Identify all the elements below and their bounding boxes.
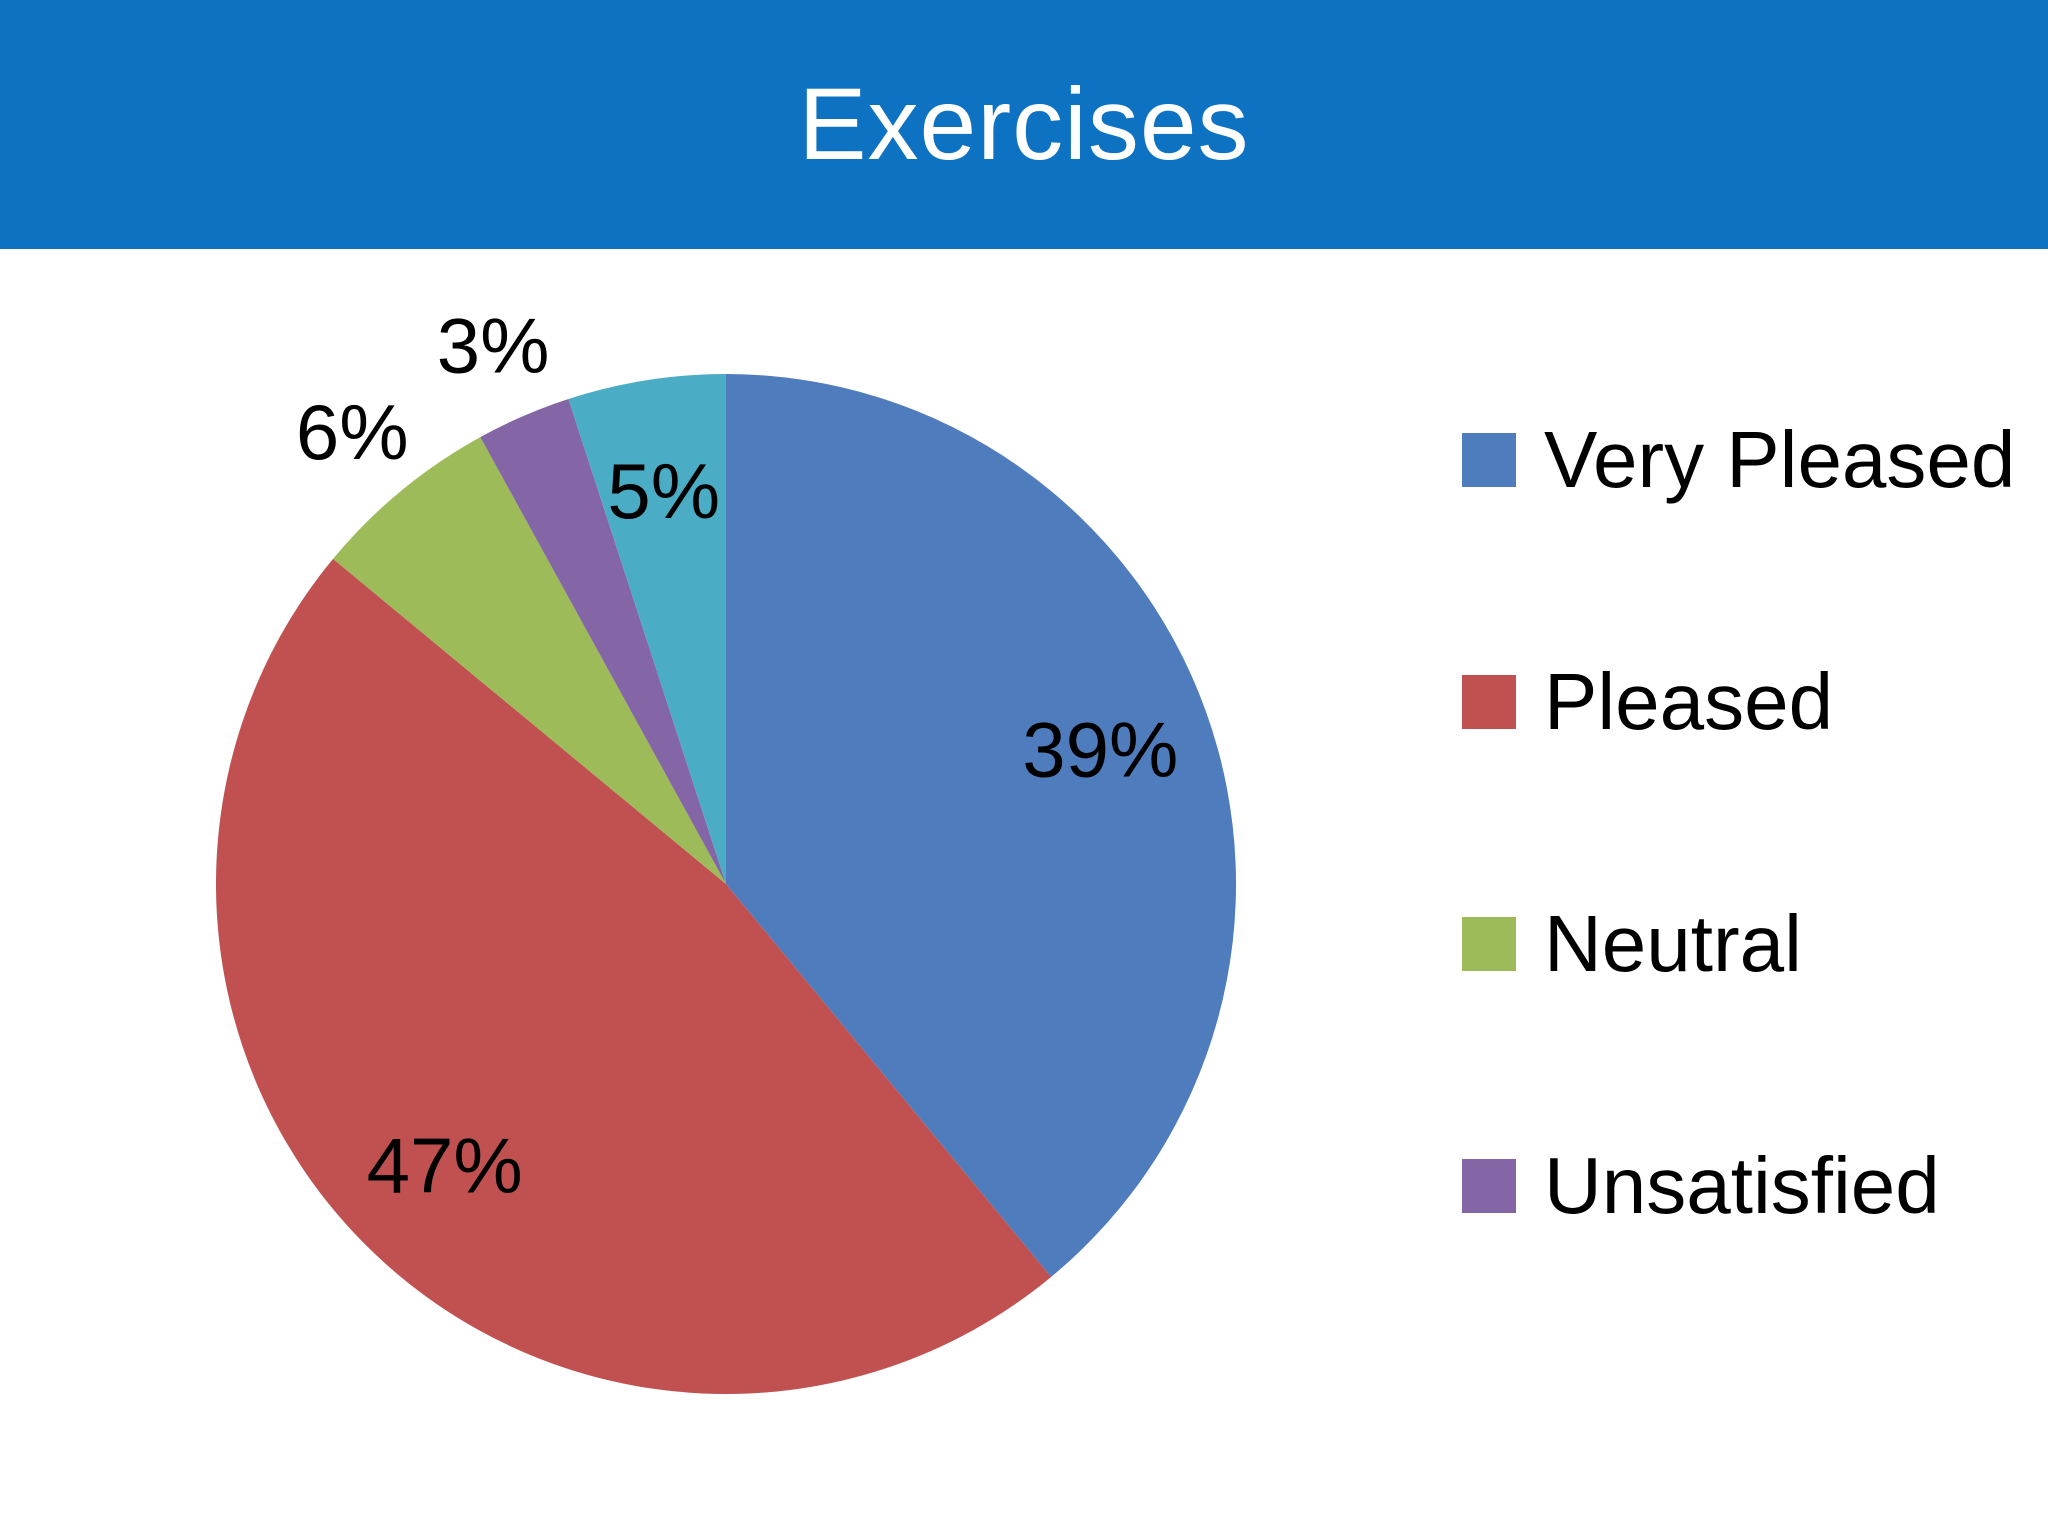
legend-label: Unsatisfied	[1544, 1141, 1940, 1230]
title-bar: Exercises	[0, 0, 2048, 249]
legend-swatch	[1462, 917, 1516, 971]
pie-data-label: 6%	[296, 388, 409, 476]
pie-slice-neutral	[333, 437, 726, 884]
pie-chart-svg: 39% 47% 6% 3% 5%	[215, 302, 1237, 1395]
legend-item-neutral: Neutral	[1462, 898, 2015, 990]
legend-label: Very Pleased	[1544, 415, 2016, 504]
legend-swatch	[1462, 433, 1516, 487]
page-title: Exercises	[798, 67, 1250, 181]
pie-slice-unlabeled-4	[568, 374, 726, 884]
legend: Very Pleased Pleased Neutral Unsatisfied	[1462, 414, 2015, 1232]
pie-data-label: 3%	[437, 302, 550, 390]
legend-item-pleased: Pleased	[1462, 656, 2015, 748]
pie-data-label: 5%	[607, 447, 720, 535]
legend-label: Neutral	[1544, 899, 1802, 988]
pie-data-label: 47%	[367, 1121, 523, 1209]
pie-slice-very-pleased	[726, 374, 1237, 1277]
legend-item-very-pleased: Very Pleased	[1462, 414, 2015, 506]
pie-slice-unsatisfied	[480, 398, 726, 884]
legend-item-unsatisfied: Unsatisfied	[1462, 1140, 2015, 1232]
legend-swatch	[1462, 1159, 1516, 1213]
pie-data-label: 39%	[1022, 705, 1178, 793]
legend-swatch	[1462, 675, 1516, 729]
pie-slice-pleased	[215, 558, 1052, 1395]
legend-label: Pleased	[1544, 657, 1834, 746]
